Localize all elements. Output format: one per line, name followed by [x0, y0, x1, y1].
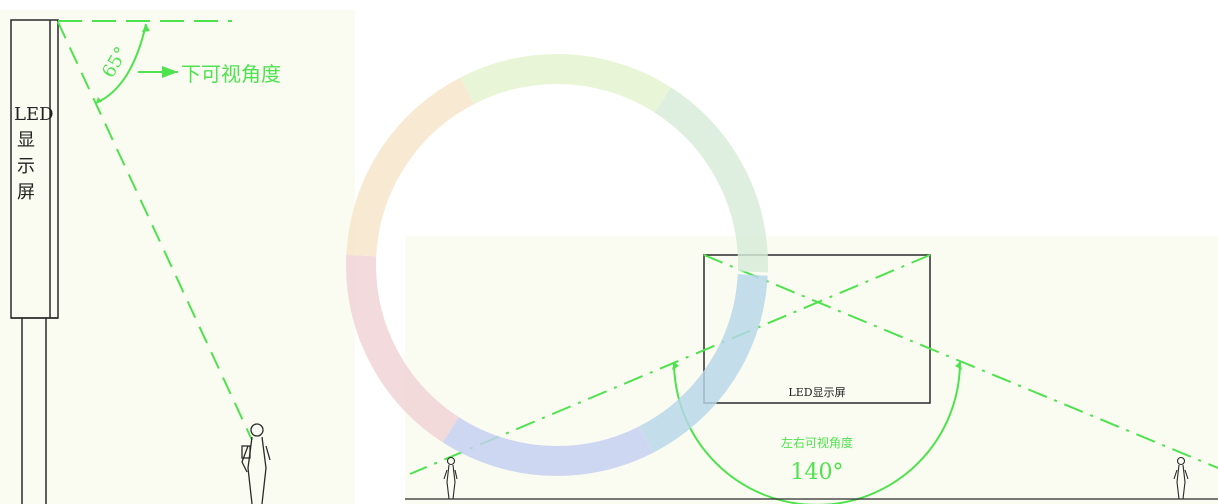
right-left-person-figure — [443, 456, 458, 500]
left-screen-label-line-4: 屏 — [17, 182, 35, 203]
right-right-person-figure — [1173, 456, 1189, 500]
watermark-ring-logo — [346, 54, 768, 476]
left-angle-arrowhead-bottom — [96, 97, 102, 103]
left-screen-label-line-1: LED — [14, 104, 54, 125]
right-angle-caption: 左右可视角度 — [781, 435, 853, 450]
left-viewing-line — [57, 21, 253, 441]
left-led-screen — [10, 19, 59, 504]
left-panel-background — [0, 10, 355, 504]
left-screen-label-line-3: 示 — [17, 156, 35, 177]
right-angle-arrowhead-right — [955, 362, 962, 370]
right-led-screen — [703, 254, 931, 404]
right-screen-label: LED显示屏 — [788, 386, 845, 399]
left-angle-arrowhead-top — [142, 24, 150, 32]
left-angle-arc — [95, 23, 147, 104]
right-angle-arrowhead-left — [672, 362, 679, 370]
left-person-figure — [241, 423, 271, 504]
left-angle-caption: 下可视角度 — [181, 62, 281, 86]
left-screen-label-line-2: 显 — [17, 130, 35, 151]
right-viewing-line-right — [703, 254, 1218, 469]
right-angle-value: 140° — [791, 460, 844, 485]
